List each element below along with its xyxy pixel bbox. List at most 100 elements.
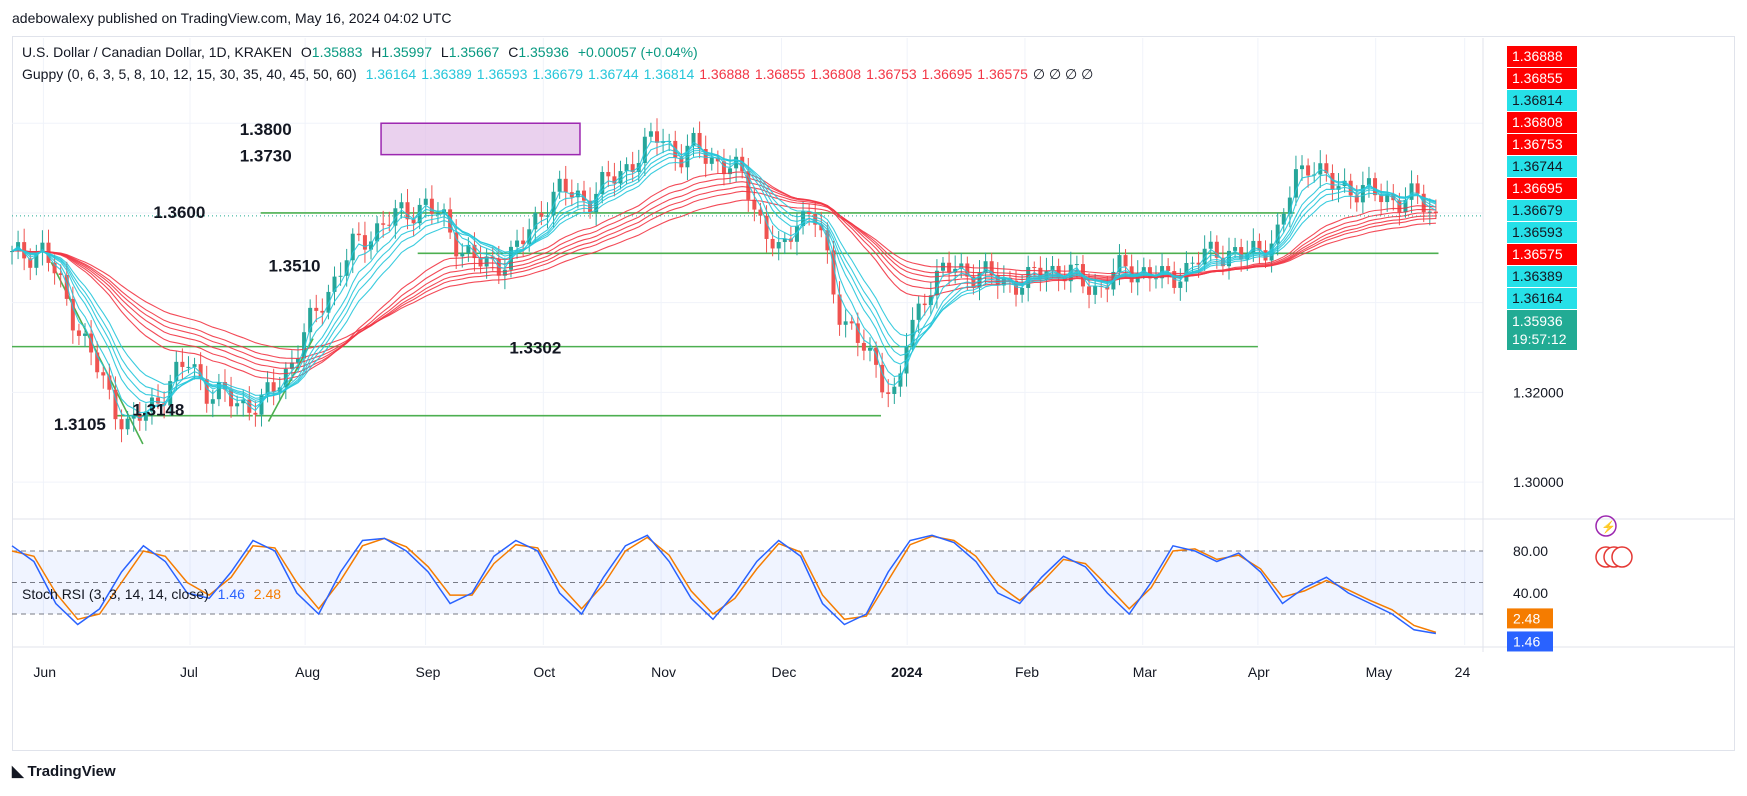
guppy-price-badge-label: 1.36164 [1512, 290, 1563, 306]
candle-body [95, 352, 100, 373]
guppy-price-badge [1507, 90, 1577, 111]
candle-body [1074, 264, 1079, 266]
candle-body [1239, 247, 1244, 260]
guppy-fast-value: 1.36814 [643, 66, 695, 82]
candle-body [381, 223, 386, 225]
guppy-price-badge-label: 1.36855 [1512, 70, 1563, 86]
candle-body [58, 273, 63, 275]
candle-body [1038, 267, 1043, 280]
candle-body [1306, 165, 1311, 176]
guppy-price-badge [1507, 68, 1577, 89]
candle-body [1153, 278, 1158, 280]
candle-body [934, 270, 939, 296]
resistance-zone[interactable] [380, 122, 581, 156]
candle-body [1366, 178, 1371, 186]
candle-body [770, 238, 775, 249]
time-tick-label: Oct [533, 664, 555, 680]
low-label: L [440, 44, 449, 60]
guppy-price-badge [1507, 178, 1577, 199]
guppy-price-badge [1507, 288, 1577, 309]
candle-body [922, 303, 927, 306]
candle-body [192, 364, 197, 367]
published-line: adebowalexy published on TradingView.com… [12, 10, 452, 26]
tradingview-brand[interactable]: ◣ TradingView [12, 762, 116, 780]
candle-body [143, 411, 148, 421]
candle-body [1330, 172, 1335, 190]
candle-body [697, 132, 702, 150]
candle-body [886, 392, 891, 394]
lightning-icon[interactable] [1595, 515, 1617, 537]
candle-body [691, 132, 696, 146]
candle-body [1433, 211, 1438, 214]
candle-body [423, 198, 428, 205]
candle-body [910, 319, 915, 347]
level-label: 1.3600 [153, 203, 205, 222]
guppy-slow-value: 1.36753 [866, 66, 917, 82]
candle-body [326, 291, 331, 313]
candle-body [1178, 281, 1183, 288]
brand-label: TradingView [27, 763, 116, 780]
guppy-price-badge-label: 1.36679 [1512, 202, 1563, 218]
guppy-price-badge [1507, 46, 1577, 67]
candle-body [210, 399, 215, 404]
candle-body [740, 156, 745, 172]
candle-body [703, 149, 708, 164]
time-tick-label: Jul [180, 664, 198, 680]
candle-body [204, 379, 209, 404]
candle-body [1190, 262, 1195, 264]
candle-body [466, 244, 471, 254]
candle-body [198, 364, 203, 380]
candle-body [849, 321, 854, 324]
guppy-price-badge-label: 1.36753 [1512, 136, 1563, 152]
close-label: C [508, 44, 519, 60]
guppy-fast-value: 1.36744 [588, 66, 639, 82]
candle-body [1014, 280, 1019, 295]
guppy-price-badge [1507, 134, 1577, 155]
candle-body [1360, 185, 1365, 203]
candle-body [1123, 255, 1128, 267]
candle-body [235, 403, 240, 407]
open-label: O [300, 44, 312, 60]
guppy-fast-value: 1.36593 [476, 66, 528, 82]
candle-body [34, 252, 39, 268]
guppy-fast-ema-line [11, 147, 1437, 404]
candle-body [1385, 193, 1390, 203]
stoch-legend: Stoch RSI (3, 3, 14, 14, close) 1.46 2.4… [22, 586, 286, 602]
price-tick-label: 1.32000 [1513, 384, 1564, 400]
candle-body [89, 333, 94, 353]
candle-body [369, 241, 374, 250]
candle-body [216, 382, 221, 400]
stoch-d-value: 2.48 [253, 586, 282, 602]
candle-body [295, 358, 300, 363]
candle-body [1050, 265, 1055, 272]
candle-body [892, 386, 897, 394]
candle-body [642, 136, 647, 163]
candle-body [1293, 169, 1298, 198]
us-flag-icon[interactable] [1611, 546, 1633, 568]
candle-body [186, 366, 191, 368]
candle-body [64, 274, 69, 299]
candle-body [758, 209, 763, 216]
candle-body [125, 418, 130, 430]
candle-body [113, 389, 118, 420]
candle-body [40, 242, 45, 253]
guppy-fast-ema-line [11, 140, 1437, 419]
last-price-label: 1.35936 [1512, 313, 1563, 329]
candle-body [1336, 186, 1341, 190]
candle-body [679, 157, 684, 168]
candle-body [302, 332, 307, 359]
candle-body [460, 253, 465, 257]
candle-body [807, 211, 812, 215]
candle-body [880, 364, 885, 393]
guppy-price-badge-label: 1.36808 [1512, 114, 1563, 130]
candle-body [764, 215, 769, 239]
guppy-legend: Guppy (0, 6, 3, 5, 8, 10, 12, 15, 30, 35… [22, 66, 1098, 83]
candle-body [959, 263, 964, 269]
candle-body [83, 333, 88, 336]
high-value: 1.35997 [381, 44, 433, 60]
symbol-name: U.S. Dollar / Canadian Dollar, 1D, KRAKE… [22, 44, 292, 60]
candle-body [362, 235, 367, 250]
guppy-fast-value: 1.36389 [421, 66, 472, 82]
candle-body [405, 202, 410, 220]
